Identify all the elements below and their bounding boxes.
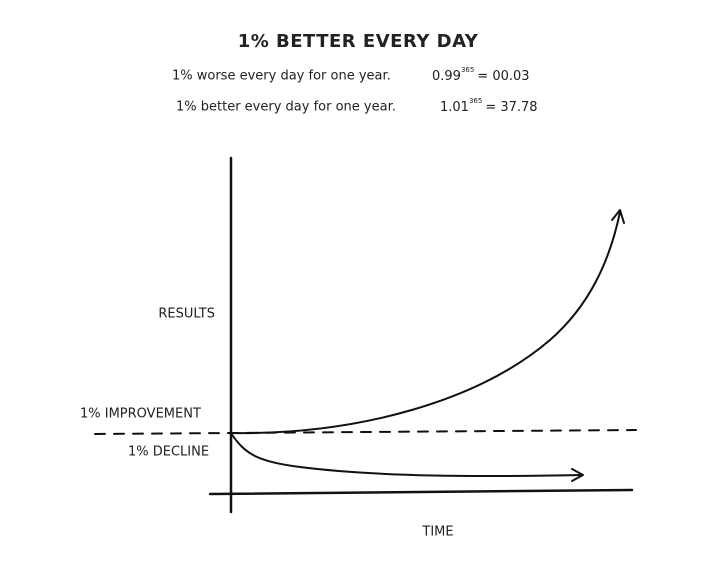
arrowhead <box>611 209 625 224</box>
result: = 37.78 <box>485 100 537 115</box>
decline-label: 1% DECLINE <box>128 445 209 460</box>
y-axis-label: RESULTS <box>158 307 215 322</box>
exponent: 365 <box>461 66 474 74</box>
arrowhead <box>571 468 584 482</box>
decline-curve <box>230 432 583 478</box>
statement: 1% better every day for one year. <box>176 100 396 115</box>
improvement-curve <box>230 211 621 435</box>
x-axis-label: TIME <box>421 525 453 540</box>
statement: 1% worse every day for one year. <box>172 69 391 84</box>
x-axis <box>208 488 634 496</box>
formula: 1.01365 = 37.78 <box>440 97 538 115</box>
improvement-label: 1% IMPROVEMENT <box>80 407 201 422</box>
base: 0.99 <box>432 69 461 84</box>
formula: 0.99365 = 00.03 <box>432 66 530 84</box>
exponent: 365 <box>469 97 482 105</box>
base: 1.01 <box>440 100 469 115</box>
title: 1% BETTER EVERY DAY <box>238 31 479 52</box>
baseline <box>94 429 637 435</box>
result: = 00.03 <box>477 69 529 84</box>
